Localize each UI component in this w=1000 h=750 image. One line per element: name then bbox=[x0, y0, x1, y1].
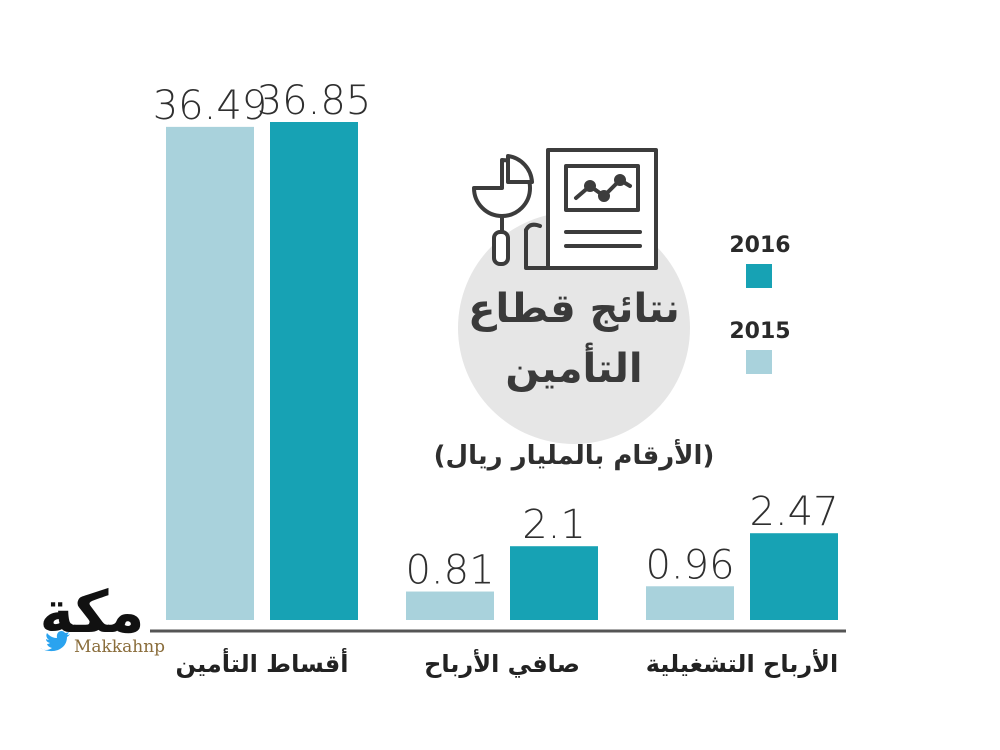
legend-swatch-2015 bbox=[746, 350, 772, 374]
bars bbox=[166, 122, 838, 621]
units-subtitle: (الأرقام بالمليار ريال) bbox=[434, 439, 715, 471]
value-label-2015-cat0: 36.49 bbox=[153, 83, 268, 129]
legend-swatch-2016 bbox=[746, 264, 772, 288]
value-label-2016-cat0: 36.85 bbox=[257, 78, 372, 124]
report-analytics-icon bbox=[472, 148, 658, 270]
infographic-badge: نتائج قطاع التأمين bbox=[458, 148, 690, 444]
bar-2016-cat1 bbox=[510, 546, 598, 620]
bar-2015-cat0 bbox=[166, 126, 254, 621]
title-line-1: نتائج قطاع bbox=[468, 286, 680, 332]
category-label-1: صافي الأرباح bbox=[424, 649, 580, 678]
bar-2015-cat2 bbox=[646, 586, 734, 620]
legend-label-2016: 2016 bbox=[729, 233, 790, 258]
category-label-0: أقساط التأمين bbox=[176, 648, 349, 678]
value-label-2016-cat2: 2.47 bbox=[749, 489, 838, 535]
bar-2016-cat0 bbox=[270, 122, 358, 620]
bar-2015-cat1 bbox=[406, 591, 494, 620]
value-label-2015-cat1: 0.81 bbox=[405, 548, 494, 594]
makkah-logo: مكة Makkahnp bbox=[40, 578, 166, 657]
legend-label-2015: 2015 bbox=[729, 319, 790, 344]
legend: 2016 2015 bbox=[729, 233, 791, 374]
twitter-bird-icon bbox=[40, 631, 70, 652]
bar-2016-cat2 bbox=[750, 533, 838, 620]
value-label-2015-cat2: 0.96 bbox=[645, 542, 734, 588]
category-labels: أقساط التأمين صافي الأرباح الأرباح التشغيل… bbox=[176, 648, 839, 678]
twitter-handle: Makkahnp bbox=[74, 637, 165, 657]
logo-wordmark: مكة bbox=[40, 578, 145, 646]
title-line-2: التأمين bbox=[505, 342, 642, 392]
category-label-2: الأرباح التشغيلية bbox=[646, 649, 839, 678]
value-label-2016-cat1: 2.1 bbox=[522, 502, 586, 548]
